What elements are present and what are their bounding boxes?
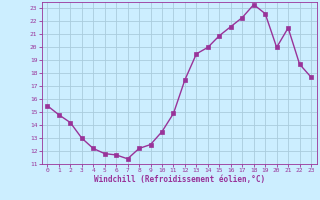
X-axis label: Windchill (Refroidissement éolien,°C): Windchill (Refroidissement éolien,°C) [94, 175, 265, 184]
